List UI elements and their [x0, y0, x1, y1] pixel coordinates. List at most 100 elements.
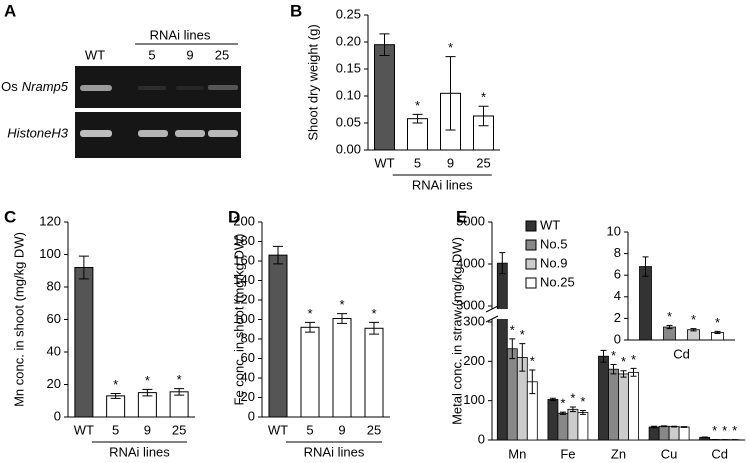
bar	[506, 348, 518, 441]
y-tick-label: 100	[463, 392, 485, 407]
y-tick-label: 0.15	[336, 60, 361, 75]
bar	[639, 266, 652, 341]
error-bar	[379, 33, 390, 56]
significance: *	[667, 309, 672, 324]
error-bar	[610, 363, 617, 375]
y-tick-label: 8	[614, 245, 621, 260]
bar	[106, 395, 126, 418]
gel-band	[175, 130, 205, 137]
group-label: RNAi lines	[150, 27, 211, 42]
break-mark	[485, 305, 499, 313]
error-bar	[369, 321, 379, 335]
y-axis-label: Fe conc. in shoot (mg/kg DW)	[231, 234, 246, 406]
y-tick-label: 10	[607, 223, 621, 238]
error-bar	[600, 349, 607, 363]
group-label: RNAi lines	[109, 444, 170, 459]
significance: *	[631, 352, 636, 367]
error-bar	[273, 245, 283, 265]
significance: *	[520, 327, 525, 342]
panel-letter: A	[4, 1, 16, 20]
x-tick-label: 25	[367, 422, 381, 437]
x-tick-label: 25	[476, 155, 490, 170]
bar	[169, 391, 189, 418]
lane-label: 9	[186, 47, 193, 62]
x-tick-label: WT	[374, 155, 394, 170]
error-bar	[142, 388, 153, 397]
y-tick-label: 40	[47, 343, 61, 358]
error-bar	[569, 406, 576, 413]
bar	[74, 267, 94, 418]
gel-band	[208, 130, 238, 137]
significance: *	[732, 423, 737, 438]
legend-label: No.5	[540, 236, 567, 251]
y-tick-label: 0	[54, 408, 61, 423]
legend-swatch	[525, 258, 537, 270]
error-bar	[445, 56, 456, 131]
significance: *	[113, 377, 118, 392]
error-bar	[499, 252, 506, 275]
significance: *	[510, 322, 515, 337]
y-tick-label: 160	[233, 252, 255, 267]
y-tick-label: 180	[233, 233, 255, 248]
significance: *	[621, 354, 626, 369]
panel-a: A RNAi lines WT 5 9 25 Os Nramp5 HistoneH…	[1, 1, 241, 158]
y-tick-label: 100	[39, 246, 61, 261]
gel-band	[176, 86, 204, 90]
species: Os	[1, 79, 18, 94]
row-label: HistoneH3	[7, 125, 68, 140]
error-bar	[305, 321, 315, 333]
x-tick-label: Cd	[711, 446, 728, 461]
x-tick-label: 25	[172, 422, 186, 437]
y-tick-label: 200	[463, 353, 485, 368]
x-tick-label: 9	[338, 422, 345, 437]
x-tick-label: WT	[268, 422, 288, 437]
break-mark	[485, 315, 499, 323]
y-tick-label: 0	[478, 431, 485, 446]
error-bar	[651, 425, 658, 429]
panel-letter: B	[290, 1, 302, 20]
error-bar	[620, 370, 627, 378]
x-tick-label: Cd	[673, 346, 690, 361]
y-tick-label: 3000	[456, 297, 485, 312]
significance: *	[712, 423, 717, 438]
error-bar	[174, 388, 185, 396]
error-bar	[529, 369, 536, 395]
bar	[557, 412, 569, 441]
x-tick-label: 9	[447, 155, 454, 170]
significance: *	[715, 315, 720, 330]
y-axis-label: Shoot dry weight (g)	[305, 24, 320, 140]
significance: *	[580, 394, 585, 409]
gel-band	[80, 130, 112, 137]
y-tick-label: 0	[614, 331, 621, 346]
bar	[648, 426, 660, 441]
error-bar	[690, 328, 697, 332]
x-tick-label: Cu	[661, 446, 678, 461]
significance: *	[371, 306, 376, 321]
bar	[618, 373, 629, 441]
bar	[268, 254, 288, 418]
y-tick-label: 60	[47, 311, 61, 326]
bar	[364, 327, 384, 418]
bar	[668, 426, 680, 441]
y-tick-label: 80	[241, 330, 255, 345]
y-tick-label: 0.10	[336, 87, 361, 102]
bar	[678, 426, 690, 441]
y-tick-label: 0.25	[336, 6, 361, 21]
legend-label: WT	[540, 217, 560, 232]
error-bar	[630, 367, 637, 377]
error-bar	[642, 256, 649, 277]
y-tick-label: 6	[614, 267, 621, 282]
x-tick-label: 5	[112, 422, 119, 437]
x-tick-label: WT	[74, 422, 94, 437]
bar	[332, 318, 352, 418]
y-tick-label: 5000	[456, 213, 485, 228]
y-tick-label: 4000	[456, 255, 485, 270]
y-tick-label: 0.05	[336, 114, 361, 129]
significance: *	[177, 372, 182, 387]
gel-band	[208, 85, 238, 90]
error-bar	[579, 410, 586, 415]
y-tick-label: 120	[233, 291, 255, 306]
legend-swatch	[525, 239, 537, 251]
panel-letter: E	[456, 207, 467, 226]
